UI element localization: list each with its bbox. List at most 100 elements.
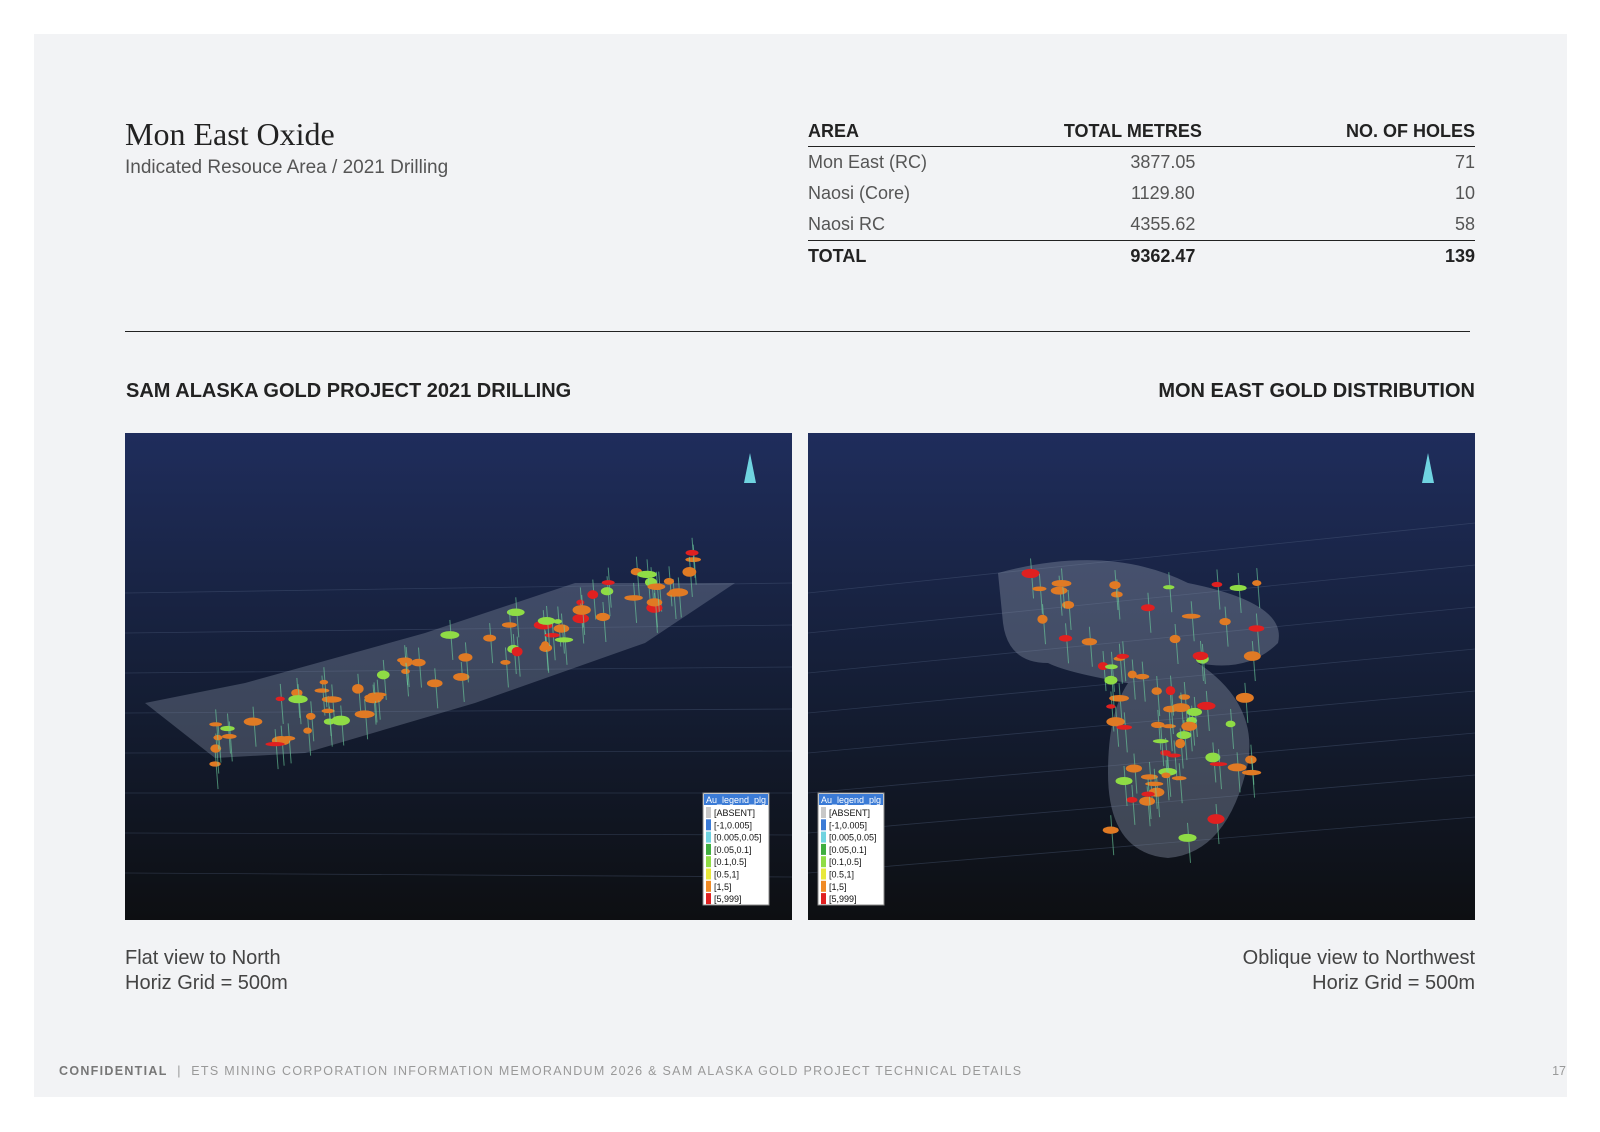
assay-disc [1243, 651, 1261, 661]
assay-disc [305, 712, 316, 720]
assay-disc [1151, 721, 1165, 729]
grid-line [808, 522, 1475, 594]
assay-disc [401, 668, 410, 675]
assay-disc [1116, 653, 1130, 659]
legend-swatch [821, 893, 826, 905]
drill-hole [1110, 665, 1115, 706]
drill-hole [382, 659, 387, 700]
drill-hole [217, 722, 222, 763]
assay-disc [1125, 764, 1143, 773]
drill-hole [489, 623, 494, 664]
drill-hole [364, 699, 369, 740]
legend-item: [1,5] [714, 882, 732, 892]
assay-disc [1135, 673, 1150, 680]
drill-hole [1256, 568, 1261, 609]
drill-hole [1133, 753, 1138, 794]
drill-hole [274, 729, 279, 770]
assay-disc [1106, 704, 1116, 709]
legend-item: [-1,0.005] [714, 820, 752, 830]
drill-hole [287, 723, 292, 764]
cell: 71 [1454, 152, 1475, 172]
legend-swatch [821, 868, 826, 880]
caption-line: Horiz Grid = 500m [125, 972, 288, 994]
drill-hole [1168, 572, 1173, 613]
assay-disc [354, 710, 375, 719]
assay-disc [221, 734, 237, 739]
footer: CONFIDENTIAL | ETS MINING CORPORATION IN… [59, 1064, 1023, 1078]
assay-disc [1050, 586, 1068, 595]
assay-disc [682, 567, 697, 577]
assay-disc [595, 612, 610, 622]
assay-disc [1102, 826, 1119, 834]
drill-hole [1193, 696, 1198, 738]
assay-disc [1104, 675, 1118, 685]
legend-swatch [821, 831, 826, 843]
table-row: Naosi RC 4355.62 58 [808, 209, 1475, 241]
assay-disc [1178, 694, 1191, 700]
legend-item: [0.1,0.5] [714, 857, 747, 867]
drill-hole [228, 721, 233, 762]
assay-disc [1219, 618, 1231, 626]
legend-swatch [821, 843, 826, 855]
assay-disc [685, 549, 699, 556]
assay-disc [1186, 707, 1203, 717]
grid-line [808, 564, 1475, 634]
assay-disc [1127, 670, 1137, 679]
drill-hole [1216, 569, 1221, 610]
drill-hole [1123, 712, 1128, 753]
assay-disc [440, 631, 460, 639]
assay-disc [601, 580, 615, 586]
assay-disc [1163, 585, 1175, 590]
drill-hole [1190, 601, 1195, 642]
drill-hole [1118, 683, 1123, 724]
assay-disc [587, 590, 599, 599]
assay-disc [1141, 791, 1155, 797]
assay-disc [397, 657, 413, 663]
assay-disc [540, 641, 550, 651]
drill-hole [404, 645, 409, 686]
drill-hole [592, 579, 597, 620]
assay-disc [1021, 568, 1040, 579]
grid-line [808, 606, 1475, 674]
assay-disc [1178, 833, 1197, 842]
drill-hole [607, 567, 612, 608]
drill-hole [1122, 641, 1127, 682]
assay-disc [1081, 638, 1098, 646]
assay-disc [1106, 717, 1125, 727]
assay-disc [1211, 581, 1223, 588]
drill-hole [357, 673, 362, 714]
drill-hole [1067, 589, 1072, 630]
drill-hole [340, 705, 345, 746]
assay-disc [1162, 724, 1176, 729]
legend-item: [0.005,0.05] [829, 833, 877, 843]
drill-hole [504, 647, 509, 688]
legend-item: [1,5] [829, 882, 847, 892]
drilling-view: Au_legend_plg [ABSENT] [-1,0.005] [0.005,0.… [125, 433, 792, 920]
drill-hole [544, 630, 549, 671]
assay-disc [319, 679, 329, 685]
drill-hole [1188, 711, 1193, 752]
assay-disc [209, 761, 221, 767]
drill-hole [563, 624, 568, 665]
drill-hole [1205, 690, 1210, 731]
assay-disc [501, 622, 517, 628]
drill-hole [635, 556, 640, 597]
assay-disc [1161, 772, 1171, 779]
assay-disc [1235, 692, 1254, 703]
drill-hole [677, 577, 682, 618]
assay-disc [364, 693, 384, 702]
grid-line [125, 872, 792, 878]
drill-hole [464, 642, 469, 683]
assay-disc [1209, 762, 1228, 767]
assay-disc [1145, 781, 1164, 787]
cell: 58 [1454, 214, 1475, 234]
assay-disc [1058, 635, 1073, 642]
legend-swatch [706, 868, 711, 880]
table-header: AREA TOTAL METRES NO. OF HOLES [808, 119, 1475, 147]
table-row: Mon East (RC) 3877.05 71 [808, 147, 1475, 179]
assay-disc [1241, 769, 1262, 776]
grid-line [125, 582, 792, 594]
assay-disc [572, 605, 591, 615]
cell: 139 [1252, 240, 1475, 272]
section-heading: SAM ALASKA GOLD PROJECT 2021 DRILLING [126, 380, 572, 402]
